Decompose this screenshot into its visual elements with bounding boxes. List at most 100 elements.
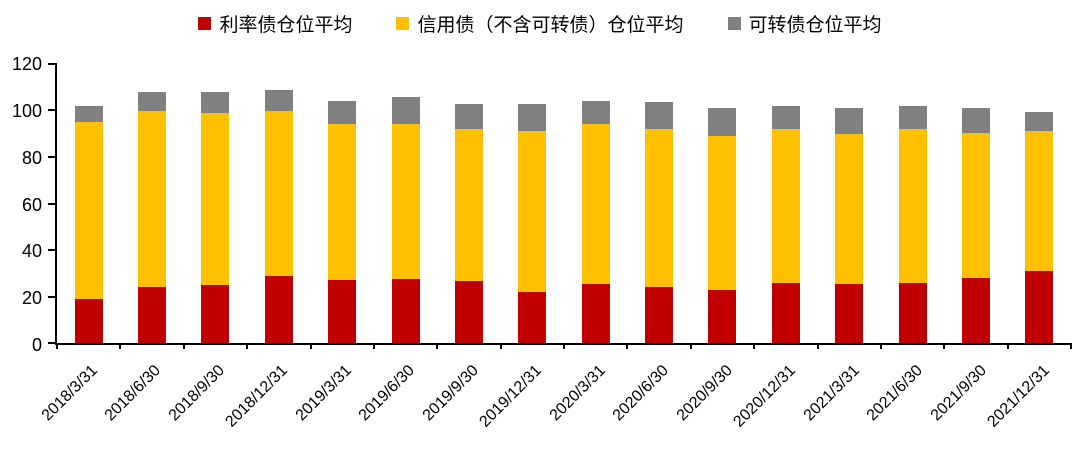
y-tick-mark	[48, 295, 57, 298]
bar-segment	[74, 122, 103, 299]
bar-2020-3-31	[581, 64, 610, 343]
bar-segment	[201, 91, 230, 113]
bar-segment	[961, 277, 990, 343]
bar-2018-3-31	[74, 64, 103, 343]
bar-2021-3-31	[835, 64, 864, 343]
bar-segment	[328, 280, 357, 343]
y-tick-label: 80	[21, 147, 42, 168]
x-tick-mark	[56, 343, 58, 349]
y-axis: 0 20 40 60 80 100 120	[0, 54, 42, 355]
x-tick-mark	[372, 343, 375, 349]
bar-segment	[581, 101, 610, 125]
y-tick-mark	[48, 63, 57, 65]
bar-segment	[1025, 270, 1054, 343]
legend-label: 可转债仓位平均	[748, 15, 882, 36]
legend-swatch-yellow	[396, 17, 410, 30]
bar-segment	[645, 287, 674, 343]
y-tick-mark	[48, 155, 57, 158]
bar-2021-9-30	[961, 64, 990, 343]
y-tick-label: 20	[21, 288, 42, 309]
bar-2019-3-31	[328, 64, 357, 343]
bar-segment	[581, 283, 610, 343]
x-tick-mark	[689, 343, 692, 349]
x-tick-mark	[943, 343, 946, 349]
bar-segment	[518, 131, 547, 292]
x-tick-mark	[309, 343, 312, 349]
bar-segment	[138, 287, 167, 343]
bar-2018-12-31	[264, 64, 293, 343]
bar-segment	[1025, 131, 1054, 271]
legend-item-convertible-bond: 可转债仓位平均	[727, 10, 882, 37]
bar-segment	[708, 136, 737, 290]
plot-area	[48, 63, 1072, 349]
x-tick-mark	[1006, 343, 1009, 349]
bar-segment	[708, 289, 737, 343]
bar-segment	[961, 132, 990, 278]
y-tick-label: 120	[11, 54, 42, 74]
bar-segment	[328, 101, 357, 125]
bar-segment	[74, 298, 103, 343]
bar-segment	[138, 91, 167, 111]
bar-2020-6-30	[645, 64, 674, 343]
x-tick-mark	[753, 343, 756, 349]
bar-2020-9-30	[708, 64, 737, 343]
bar-segment	[645, 129, 674, 288]
legend-swatch-red	[198, 17, 212, 30]
x-tick-mark	[436, 343, 439, 349]
bar-2020-12-31	[771, 64, 800, 343]
bar-segment	[835, 133, 864, 284]
y-tick-label: 100	[11, 100, 42, 121]
bar-segment	[264, 89, 293, 111]
y-tick-label: 60	[21, 194, 42, 215]
bar-segment	[74, 105, 103, 123]
y-tick-label: 0	[31, 335, 42, 355]
bar-segment	[391, 124, 420, 280]
y-tick-mark	[48, 248, 57, 251]
bars-group	[57, 64, 1071, 343]
bar-segment	[581, 124, 610, 284]
chart-legend: 利率债仓位平均 信用债（不含可转债）仓位平均 可转债仓位平均	[0, 10, 1080, 37]
bar-segment	[518, 291, 547, 343]
x-tick-mark	[879, 343, 882, 349]
x-tick-mark	[626, 343, 629, 349]
y-tick-label: 40	[21, 241, 42, 262]
bar-segment	[454, 281, 483, 343]
bar-segment	[391, 96, 420, 125]
bar-2018-9-30	[201, 64, 230, 343]
legend-swatch-gray	[727, 17, 741, 30]
y-tick-mark	[48, 202, 57, 205]
bar-2021-6-30	[898, 64, 927, 343]
x-tick-mark	[246, 343, 249, 349]
bar-segment	[961, 108, 990, 133]
legend-label: 利率债仓位平均	[219, 15, 353, 36]
x-tick-mark	[499, 343, 502, 349]
x-axis: 2018/3/31 2018/6/30 2018/9/30 2018/12/31 201…	[38, 352, 1071, 466]
bar-2019-12-31	[518, 64, 547, 343]
bar-segment	[201, 284, 230, 343]
bar-segment	[771, 129, 800, 283]
x-tick-mark	[182, 343, 185, 349]
legend-item-credit-bond: 信用债（不含可转债）仓位平均	[396, 10, 684, 37]
bar-segment	[328, 124, 357, 281]
bar-segment	[898, 129, 927, 283]
bar-segment	[1025, 111, 1054, 132]
bar-segment	[835, 283, 864, 343]
bar-segment	[835, 108, 864, 134]
bar-segment	[201, 112, 230, 285]
bar-segment	[138, 110, 167, 288]
bar-segment	[645, 102, 674, 130]
bar-segment	[264, 275, 293, 343]
x-tick-mark	[563, 343, 565, 349]
bar-segment	[898, 105, 927, 130]
y-tick-mark	[48, 342, 57, 344]
bar-segment	[454, 103, 483, 130]
bar-segment	[264, 110, 293, 276]
bar-segment	[391, 279, 420, 343]
x-tick-mark	[119, 343, 122, 349]
bar-segment	[898, 282, 927, 343]
y-tick-mark	[48, 109, 57, 112]
bar-segment	[708, 108, 737, 137]
bar-segment	[771, 105, 800, 130]
legend-label: 信用债（不含可转债）仓位平均	[417, 15, 684, 36]
